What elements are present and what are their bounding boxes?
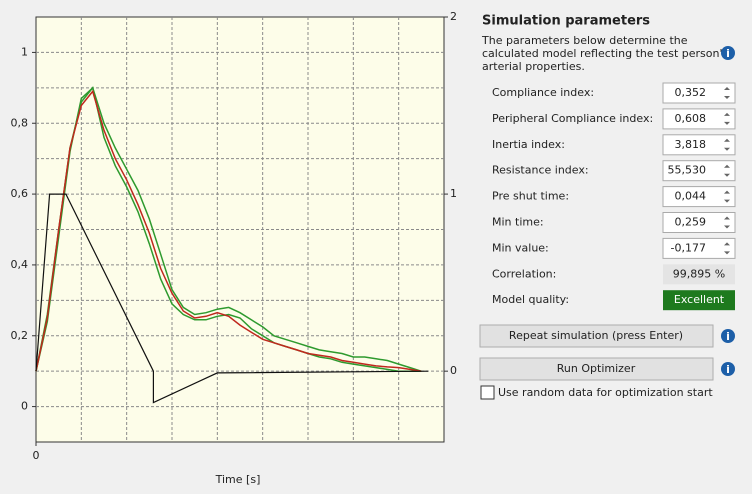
series-line xyxy=(35,86,422,372)
parameter-value[interactable]: -0,177 xyxy=(671,241,706,254)
correlation-label: Correlation: xyxy=(492,267,556,280)
x-axis-label: Time [s] xyxy=(215,473,261,486)
spin-down[interactable] xyxy=(724,225,730,229)
parameter-label: Resistance index: xyxy=(492,164,589,177)
parameter-label: Min time: xyxy=(492,216,544,229)
parameter-value[interactable]: 0,608 xyxy=(675,112,707,125)
series-line xyxy=(35,193,429,404)
parameter-input[interactable] xyxy=(662,82,736,104)
info-icon-glyph[interactable]: i xyxy=(726,363,730,376)
button[interactable] xyxy=(479,324,714,348)
parameter-input[interactable] xyxy=(662,108,736,130)
spin-up[interactable] xyxy=(724,112,730,116)
spin-down[interactable] xyxy=(724,251,730,255)
parameter-label: Pre shut time: xyxy=(492,190,569,203)
parameter-value[interactable]: 0,352 xyxy=(675,86,707,99)
y2-tick-label: 0 xyxy=(450,364,457,377)
info-icon[interactable] xyxy=(721,46,735,60)
parameter-label: Inertia index: xyxy=(492,138,565,151)
parameter-value[interactable]: 55,530 xyxy=(668,164,707,177)
parameter-input[interactable] xyxy=(662,212,736,233)
series-line xyxy=(35,86,422,372)
quality-box xyxy=(663,290,735,311)
checkbox-label[interactable]: Use random data for optimization start xyxy=(498,386,713,399)
correlation-box xyxy=(663,264,735,285)
info-icon-glyph[interactable]: i xyxy=(726,330,730,343)
spin-down[interactable] xyxy=(724,147,730,151)
parameter-label: Min value: xyxy=(492,241,549,254)
spin-down[interactable] xyxy=(724,121,730,125)
spin-down[interactable] xyxy=(724,173,730,177)
spin-up[interactable] xyxy=(724,242,730,246)
x-tick-label: 0 xyxy=(33,449,40,462)
correlation-value: 99,895 % xyxy=(673,267,725,280)
button[interactable] xyxy=(479,357,714,381)
info-icon-glyph[interactable]: i xyxy=(726,47,730,60)
info-icon[interactable] xyxy=(721,329,735,343)
y-tick-label: 0,6 xyxy=(11,187,29,200)
parameter-value[interactable]: 0,259 xyxy=(675,216,707,229)
panel-title: Simulation parameters xyxy=(482,14,650,29)
info-icon[interactable] xyxy=(721,362,735,376)
checkbox[interactable] xyxy=(480,385,495,400)
spin-down[interactable] xyxy=(724,199,730,203)
spin-up[interactable] xyxy=(724,138,730,142)
y-tick-label: 0,4 xyxy=(11,258,29,271)
parameter-label: Compliance index: xyxy=(492,86,594,99)
y-tick-label: 0 xyxy=(21,400,28,413)
quality-label: Model quality: xyxy=(492,293,569,306)
spin-up[interactable] xyxy=(724,87,730,90)
parameter-input[interactable] xyxy=(662,134,736,156)
parameter-value[interactable]: 3,818 xyxy=(675,138,707,151)
parameter-input[interactable] xyxy=(662,186,736,208)
quality-value: Excellent xyxy=(674,293,725,306)
parameter-value[interactable]: 0,044 xyxy=(675,190,707,203)
y2-tick-label: 1 xyxy=(450,187,457,200)
description-line: calculated model reflecting the test per… xyxy=(482,47,728,60)
parameter-input[interactable] xyxy=(662,237,736,259)
button-label[interactable]: Repeat simulation (press Enter) xyxy=(509,329,683,342)
y2-tick-label: 2 xyxy=(450,10,457,23)
parameter-label: Peripheral Compliance index: xyxy=(492,112,653,125)
button-label[interactable]: Run Optimizer xyxy=(557,362,636,375)
spin-up[interactable] xyxy=(724,216,730,220)
y-tick-label: 0,2 xyxy=(11,329,29,342)
description-line: The parameters below determine the xyxy=(481,34,688,47)
spin-down[interactable] xyxy=(724,96,730,99)
series-line xyxy=(35,89,422,372)
y-tick-label: 1 xyxy=(21,45,28,58)
description-line: arterial properties. xyxy=(482,60,585,73)
y-tick-label: 0,8 xyxy=(11,116,29,129)
parameter-input[interactable] xyxy=(662,160,736,182)
spin-up[interactable] xyxy=(724,164,730,168)
spin-up[interactable] xyxy=(724,190,730,194)
